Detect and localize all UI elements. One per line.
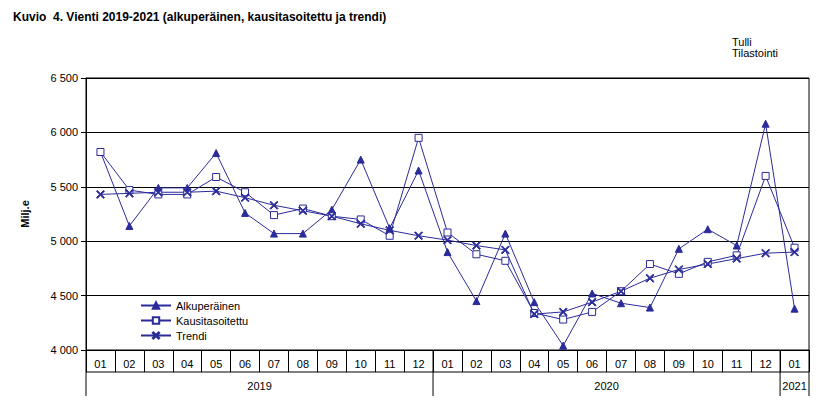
svg-text:07: 07 (268, 358, 280, 370)
svg-text:Alkuperäinen: Alkuperäinen (176, 300, 240, 312)
svg-text:09: 09 (326, 358, 338, 370)
svg-text:12: 12 (412, 358, 424, 370)
svg-text:Kausitasoitettu: Kausitasoitettu (176, 315, 248, 327)
svg-text:Milj.e: Milj.e (19, 200, 31, 228)
svg-text:04: 04 (181, 358, 193, 370)
svg-text:08: 08 (644, 358, 656, 370)
svg-text:09: 09 (673, 358, 685, 370)
svg-text:01: 01 (94, 358, 106, 370)
svg-text:11: 11 (384, 358, 395, 370)
svg-text:2020: 2020 (594, 380, 618, 392)
svg-text:04: 04 (528, 358, 540, 370)
svg-text:06: 06 (239, 358, 251, 370)
svg-text:5 500: 5 500 (50, 181, 78, 193)
svg-text:Trendi: Trendi (176, 330, 207, 342)
svg-text:10: 10 (702, 358, 714, 370)
svg-text:05: 05 (210, 358, 222, 370)
svg-text:07: 07 (615, 358, 627, 370)
svg-text:5 000: 5 000 (50, 235, 78, 247)
svg-text:03: 03 (152, 358, 164, 370)
svg-text:12: 12 (759, 358, 771, 370)
svg-text:11: 11 (731, 358, 742, 370)
svg-text:02: 02 (470, 358, 482, 370)
svg-text:02: 02 (123, 358, 135, 370)
svg-text:6 000: 6 000 (50, 126, 78, 138)
svg-text:01: 01 (788, 358, 800, 370)
svg-text:10: 10 (355, 358, 367, 370)
svg-text:6 500: 6 500 (50, 72, 78, 84)
svg-text:Tulli: Tulli (732, 35, 752, 48)
svg-text:06: 06 (586, 358, 598, 370)
svg-text:Kuvio 4. Vienti 2019-2021 (al: Kuvio 4. Vienti 2019-2021 (alkuperäinen,… (13, 10, 386, 24)
svg-text:4 000: 4 000 (50, 344, 78, 356)
svg-text:08: 08 (297, 358, 309, 370)
svg-text:4 500: 4 500 (50, 290, 78, 302)
svg-text:2019: 2019 (247, 380, 271, 392)
svg-text:03: 03 (499, 358, 511, 370)
svg-text:01: 01 (441, 358, 453, 370)
svg-text:05: 05 (557, 358, 569, 370)
svg-text:2021: 2021 (782, 380, 806, 392)
svg-text:Tilastointi: Tilastointi (732, 47, 778, 59)
